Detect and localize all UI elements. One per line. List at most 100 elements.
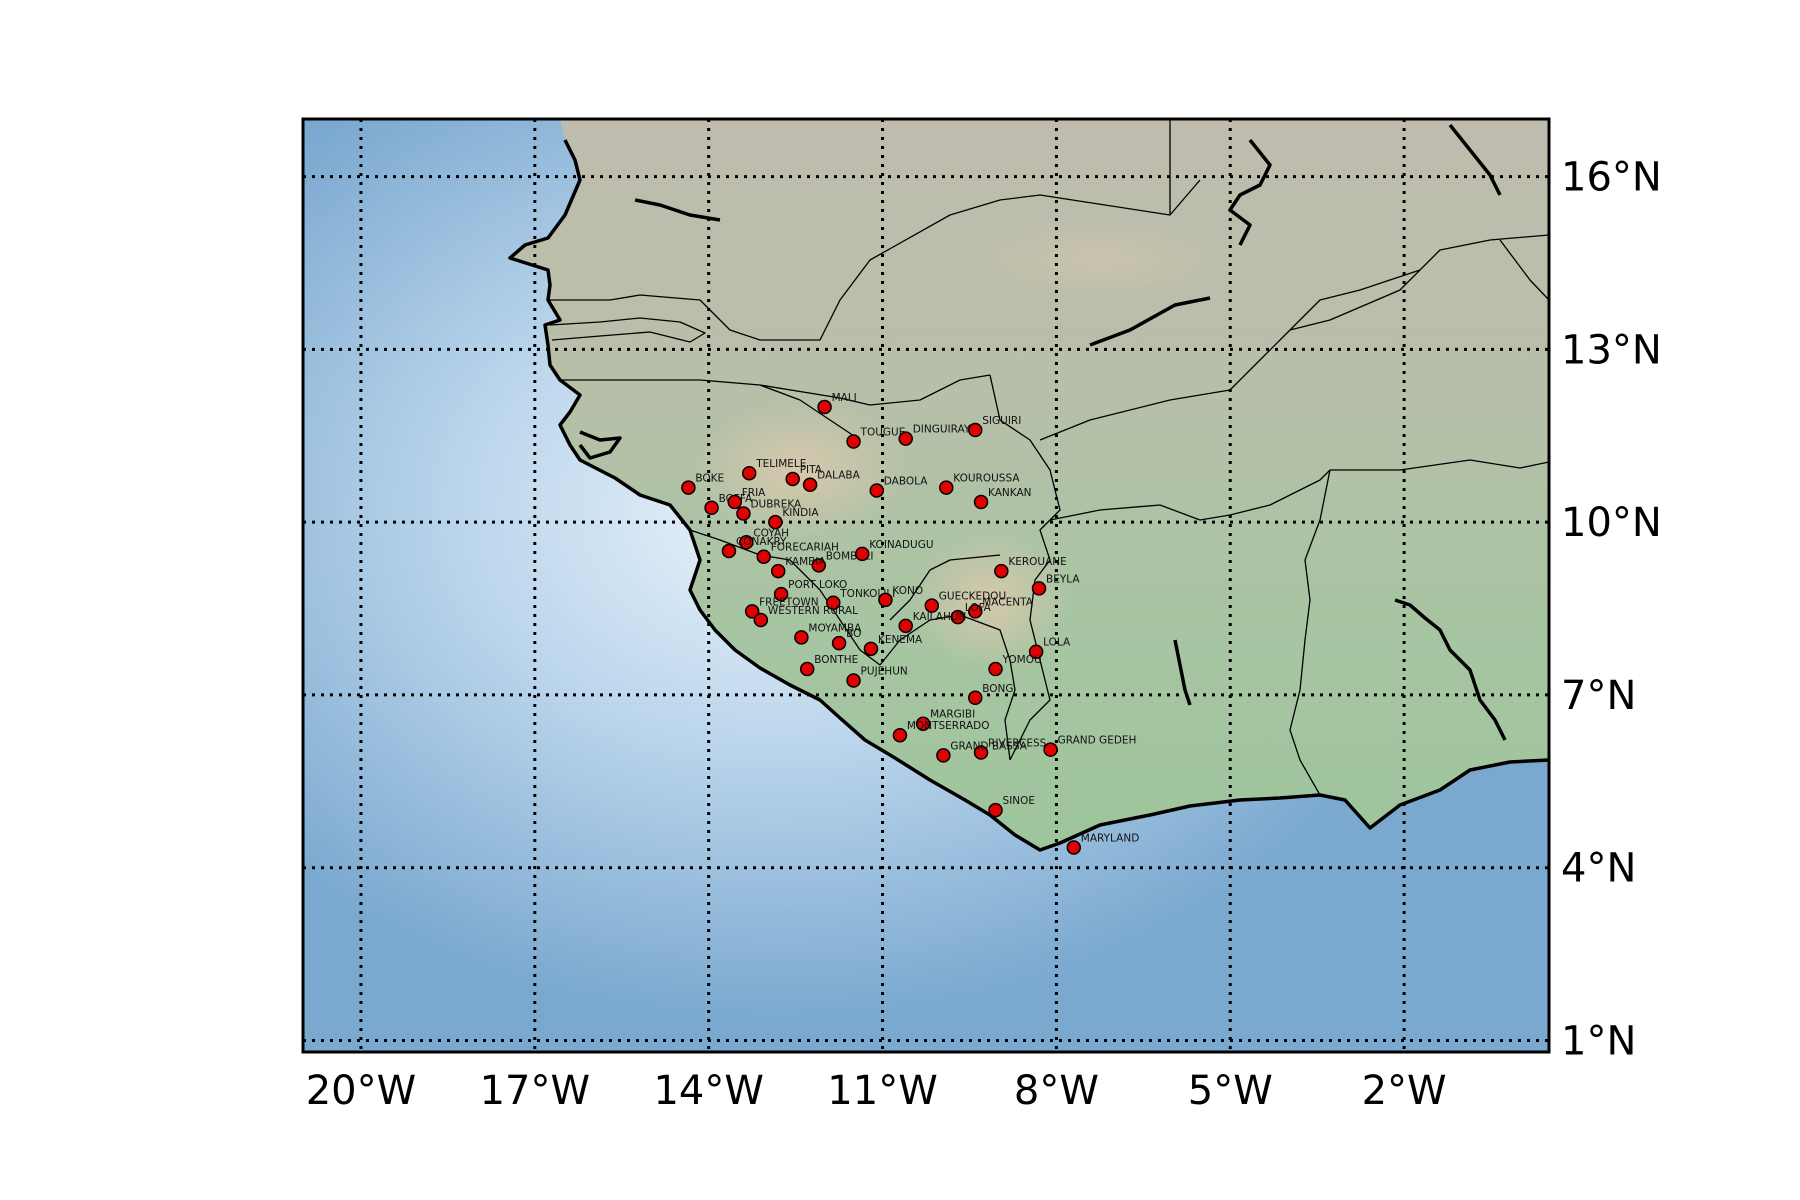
marker-dot[interactable] — [817, 399, 832, 415]
place-marker[interactable]: MOYAMBA — [794, 622, 862, 645]
place-label: PORT LOKO — [788, 579, 847, 591]
place-label: FREETOWN — [759, 596, 819, 608]
marker-dot[interactable] — [988, 802, 1003, 818]
marker-dot[interactable] — [863, 641, 879, 657]
place-marker[interactable]: FREETOWN — [744, 596, 819, 619]
marker-dot[interactable] — [973, 494, 989, 510]
marker-dot[interactable] — [681, 480, 696, 495]
marker-dot[interactable] — [968, 422, 983, 438]
marker-dot[interactable] — [831, 635, 847, 651]
place-marker[interactable]: SINOE — [988, 795, 1035, 818]
marker-dot[interactable] — [727, 494, 743, 510]
marker-dot[interactable] — [846, 673, 861, 688]
place-marker[interactable]: RIVERCESS — [973, 738, 1047, 760]
place-marker[interactable]: WESTERN RURAL — [753, 605, 858, 628]
place-marker[interactable]: MARGIBI — [915, 709, 976, 731]
place-marker[interactable]: LOFA — [950, 602, 992, 625]
marker-dot[interactable] — [869, 483, 884, 498]
marker-dot[interactable] — [768, 514, 783, 530]
marker-dot[interactable] — [753, 612, 769, 628]
place-marker[interactable]: KONO — [878, 585, 923, 608]
marker-dot[interactable] — [892, 727, 908, 743]
marker-dot[interactable] — [988, 661, 1003, 677]
place-marker[interactable]: BEYLA — [1031, 573, 1081, 596]
place-marker[interactable]: TOUGUE — [846, 427, 906, 449]
place-marker[interactable]: KINDIA — [768, 507, 820, 530]
place-marker[interactable]: PORT LOKO — [773, 579, 848, 602]
marker-dot[interactable] — [846, 434, 861, 449]
place-marker[interactable]: FORECARIAH — [756, 542, 839, 564]
place-label: RIVERCESS — [988, 738, 1047, 750]
place-marker[interactable]: BOKE — [681, 473, 724, 495]
marker-dot[interactable] — [1031, 581, 1047, 596]
place-label: GRAND GEDEH — [1058, 735, 1137, 747]
place-marker[interactable]: KEROUANE — [994, 556, 1067, 579]
place-marker[interactable]: PITA — [785, 464, 823, 487]
place-marker[interactable]: KAMBIA — [770, 556, 827, 579]
place-marker[interactable]: LOLA — [1028, 637, 1071, 659]
place-marker[interactable]: MONTSERRADO — [892, 720, 990, 743]
place-marker[interactable]: KOUROUSSA — [939, 473, 1021, 495]
place-label: DALABA — [817, 470, 861, 482]
place-marker[interactable]: GUECKEDOU — [924, 591, 1006, 613]
place-marker[interactable]: BONTHE — [799, 654, 859, 677]
place-marker[interactable]: DINGUIRAYE — [898, 424, 977, 446]
marker-dot[interactable] — [802, 477, 818, 492]
marker-dot[interactable] — [994, 563, 1009, 579]
marker-dot[interactable] — [756, 549, 771, 564]
marker-dot[interactable] — [741, 465, 757, 481]
place-marker[interactable]: PUJEHUN — [846, 666, 908, 688]
place-marker[interactable]: KAILAHUN — [898, 611, 966, 634]
marker-dot[interactable] — [794, 630, 809, 645]
marker-dot[interactable] — [785, 471, 800, 487]
marker-dot[interactable] — [924, 598, 940, 613]
marker-dot[interactable] — [744, 604, 760, 619]
marker-dot[interactable] — [968, 690, 983, 706]
marker-dot[interactable] — [950, 609, 966, 625]
graticule — [303, 119, 1549, 1052]
marker-dot[interactable] — [799, 661, 815, 677]
marker-dot[interactable] — [915, 716, 931, 731]
place-marker[interactable]: MALI — [817, 392, 857, 415]
place-marker[interactable]: MARYLAND — [1066, 833, 1139, 855]
place-marker[interactable]: GRAND BASSA — [936, 740, 1028, 763]
place-marker[interactable]: GRAND GEDEH — [1043, 735, 1137, 757]
marker-dot[interactable] — [898, 431, 913, 446]
marker-dot[interactable] — [721, 543, 737, 559]
place-marker[interactable]: DUBREKA — [736, 499, 802, 521]
marker-dot[interactable] — [826, 595, 841, 611]
place-marker[interactable]: TELIMELE — [741, 458, 807, 481]
marker-dot[interactable] — [739, 535, 754, 550]
marker-dot[interactable] — [736, 506, 751, 521]
place-marker[interactable]: DALABA — [802, 470, 861, 492]
marker-dot[interactable] — [855, 546, 870, 562]
marker-dot[interactable] — [898, 618, 913, 634]
marker-dot[interactable] — [811, 558, 827, 573]
marker-dot[interactable] — [773, 586, 789, 602]
place-marker[interactable]: BONG — [968, 683, 1014, 706]
marker-dot[interactable] — [1066, 840, 1082, 855]
place-label: DUBREKA — [750, 499, 802, 511]
place-label: TOUGUE — [860, 427, 906, 439]
place-marker[interactable]: KENEMA — [863, 634, 923, 657]
marker-dot[interactable] — [968, 604, 983, 619]
marker-dot[interactable] — [704, 500, 719, 515]
marker-dot[interactable] — [936, 748, 951, 763]
place-marker[interactable]: KOINADUGU — [855, 539, 934, 562]
place-marker[interactable]: FRIA — [727, 487, 766, 510]
marker-dot[interactable] — [878, 592, 893, 608]
place-marker[interactable]: CONAKRY — [721, 536, 787, 559]
marker-dot[interactable] — [939, 480, 954, 495]
place-marker[interactable]: YOMOU — [988, 654, 1042, 677]
place-marker[interactable]: BO — [831, 628, 862, 651]
place-marker[interactable]: COYAH — [739, 527, 789, 550]
coastline — [508, 139, 1549, 852]
place-marker[interactable]: KANKAN — [973, 487, 1032, 510]
marker-dot[interactable] — [1043, 742, 1058, 757]
place-marker[interactable]: SIGUIRI — [968, 415, 1022, 438]
place-marker[interactable]: DABOLA — [869, 475, 928, 498]
place-marker[interactable]: MACENTA — [968, 596, 1034, 619]
marker-dot[interactable] — [770, 563, 786, 579]
marker-dot[interactable] — [973, 745, 989, 760]
marker-dot[interactable] — [1028, 644, 1044, 659]
